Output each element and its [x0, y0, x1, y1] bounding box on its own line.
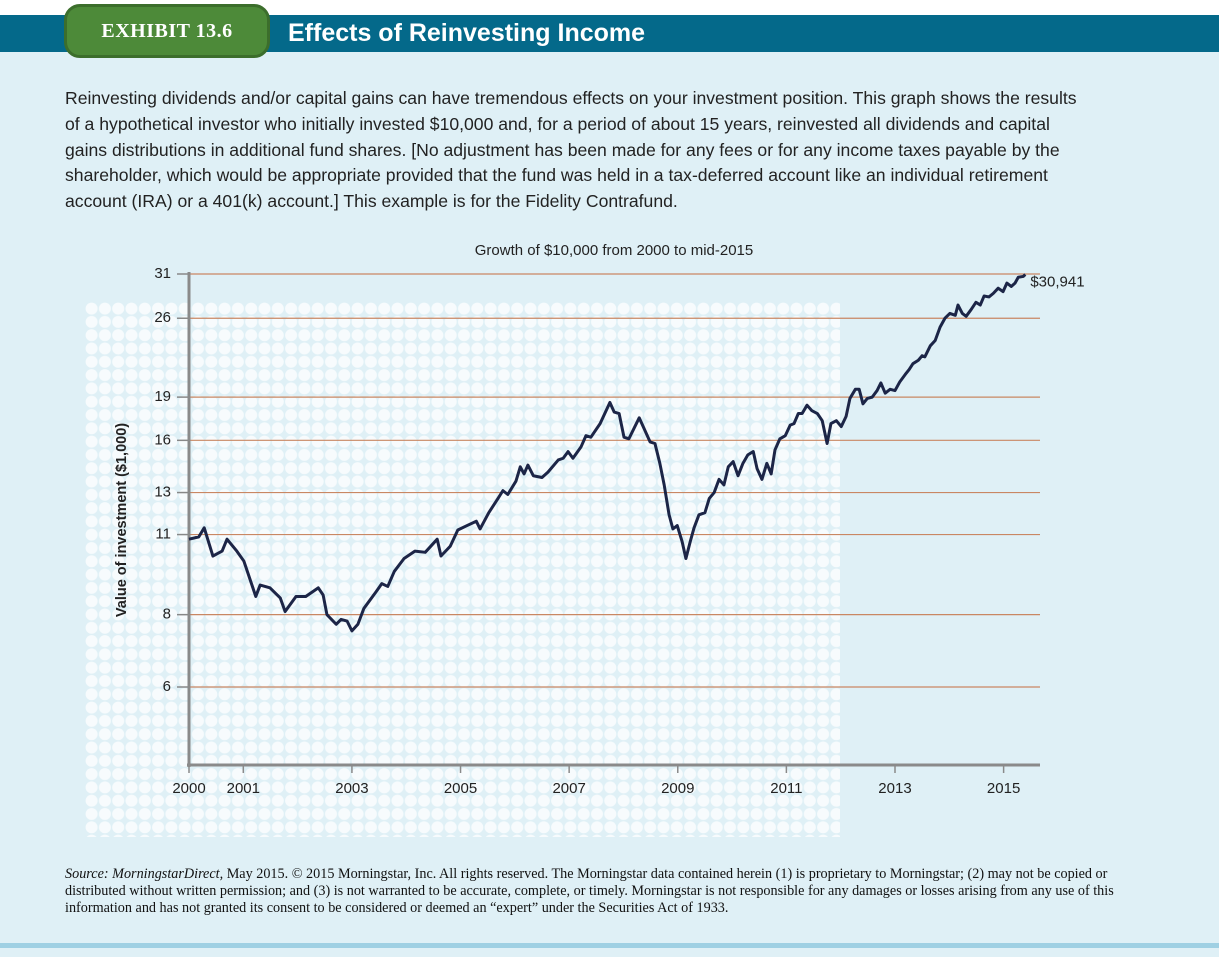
x-tick-label: 2005 — [444, 780, 477, 797]
exhibit-badge: EXHIBIT 13.6 — [64, 4, 270, 58]
x-tick-label: 2015 — [987, 780, 1020, 797]
x-tick-label: 2000 — [172, 780, 205, 797]
y-tick-label: 8 — [163, 606, 171, 623]
x-tick-label: 2001 — [227, 780, 260, 797]
y-tick-label: 11 — [155, 526, 171, 543]
y-tick-label: 26 — [154, 309, 171, 326]
data-line — [188, 273, 1027, 633]
header-title: Effects of Reinvesting Income — [288, 19, 646, 47]
y-tick-label: 16 — [154, 431, 171, 448]
y-tick-label: 6 — [163, 678, 171, 695]
x-tick-label: 2009 — [661, 780, 694, 797]
x-tick-label: 2007 — [552, 780, 585, 797]
intro-text: Reinvesting dividends and/or capital gai… — [65, 88, 1077, 212]
x-tick-label: 2011 — [770, 780, 802, 797]
source-text: May 2015. © 2015 Morningstar, Inc. All r… — [65, 866, 1114, 916]
top-strip — [0, 0, 1219, 15]
end-value-label: $30,941 — [1030, 273, 1084, 290]
y-tick-label: 19 — [154, 388, 171, 405]
y-axis-label: Value of investment ($1,000) — [114, 423, 130, 617]
bottom-rule — [0, 943, 1219, 948]
chart: Growth of $10,000 from 2000 to mid-2015 … — [85, 242, 1085, 837]
dot-background — [85, 302, 840, 837]
source-label: Source: MorningstarDirect, — [65, 866, 224, 882]
y-tick-label: 31 — [154, 265, 171, 282]
chart-title: Growth of $10,000 from 2000 to mid-2015 — [475, 242, 754, 259]
x-tick-label: 2013 — [878, 780, 911, 797]
y-tick-label: 13 — [154, 484, 171, 501]
source-note: Source: MorningstarDirect, May 2015. © 2… — [65, 866, 1145, 917]
x-tick-label: 2003 — [335, 780, 368, 797]
